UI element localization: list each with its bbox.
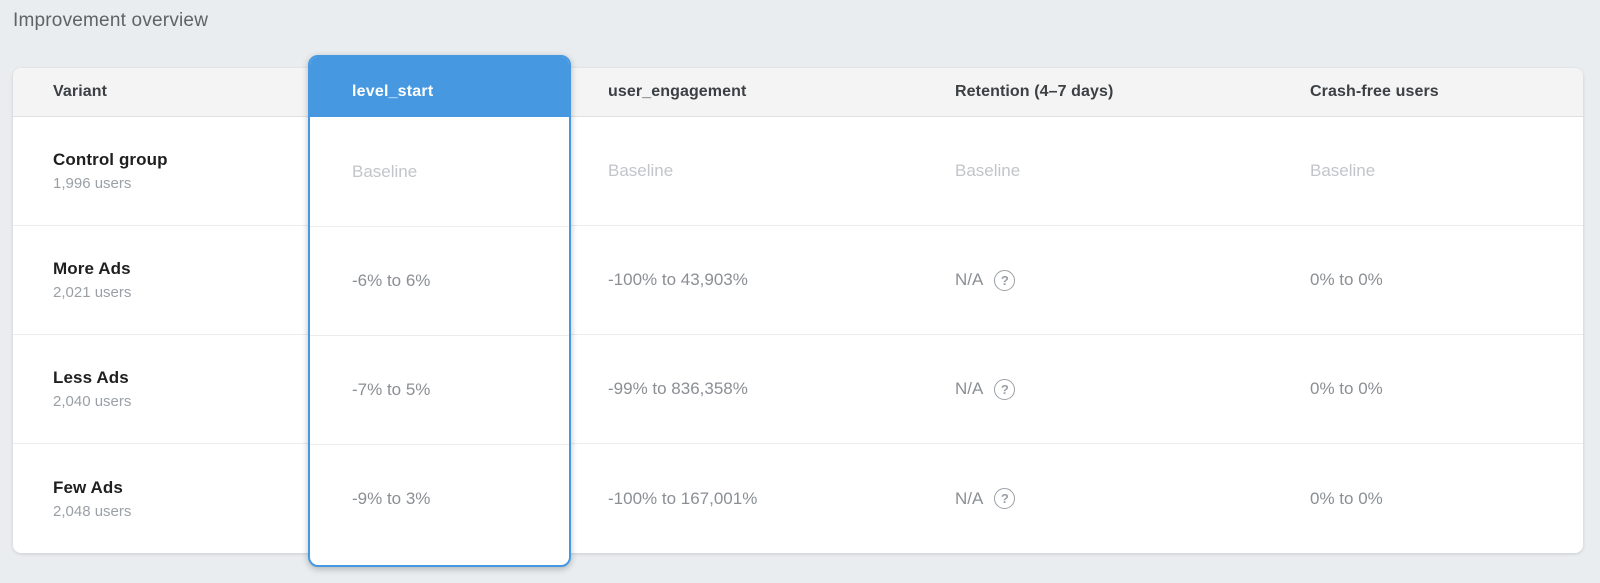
crash-free-cell: 0% to 0% (1310, 488, 1383, 508)
column-header-variant: Variant (53, 83, 108, 100)
variant-name: Few Ads (53, 477, 123, 497)
level-start-cell: Baseline (352, 161, 418, 181)
variant-user-count: 2,040 users (53, 393, 132, 410)
column-header-crash-free[interactable]: Crash-free users (1310, 83, 1439, 100)
variant-user-count: 1,996 users (53, 175, 132, 192)
retention-cell: Baseline (955, 161, 1021, 180)
variant-name: Less Ads (53, 368, 129, 387)
user-engagement-cell: -99% to 836,358% (608, 379, 748, 398)
help-icon[interactable]: ? (994, 378, 1016, 400)
user-engagement-cell: -100% to 167,001% (608, 488, 758, 508)
crash-free-cell: Baseline (1310, 161, 1376, 180)
page-title: Improvement overview (13, 10, 209, 31)
level-start-cell: -6% to 6% (310, 226, 569, 335)
improvement-overview-table: Variant user_engagement Retention (4–7 d… (13, 55, 1583, 567)
retention-cell: N/A ? (915, 444, 1271, 553)
level-start-cell: -7% to 5% (310, 335, 569, 444)
variant-cell: Less Ads 2,040 users (13, 335, 308, 443)
help-icon[interactable]: ? (994, 269, 1016, 291)
table-row-control-group: Control group 1,996 users Baseline Basel… (13, 117, 1583, 226)
table-row-less-ads: Less Ads 2,040 users -99% to 836,358% N/… (13, 335, 1583, 444)
table-header-row: Variant user_engagement Retention (4–7 d… (13, 68, 1583, 117)
user-engagement-cell: -100% to 43,903% (608, 270, 748, 289)
variant-cell: More Ads 2,021 users (13, 226, 308, 334)
crash-free-cell: 0% to 0% (1310, 379, 1383, 398)
retention-cell: N/A ? (915, 226, 1271, 334)
help-icon[interactable]: ? (994, 488, 1016, 509)
crash-free-cell: 0% to 0% (1310, 270, 1383, 289)
level-start-cell: -9% to 3% (310, 444, 569, 553)
column-header-retention[interactable]: Retention (4–7 days) (955, 83, 1114, 100)
variant-cell: Few Ads 2,048 users (13, 444, 308, 553)
retention-value: N/A (955, 379, 984, 398)
table-row-more-ads: More Ads 2,021 users -100% to 43,903% N/… (13, 226, 1583, 335)
retention-value: N/A (955, 488, 984, 508)
user-engagement-cell: Baseline (608, 161, 674, 180)
selected-metric-column: level_start Baseline -6% to 6% -7% to 5%… (308, 55, 571, 567)
column-header-user-engagement[interactable]: user_engagement (608, 83, 747, 100)
retention-value: N/A (955, 270, 984, 289)
column-header-level-start[interactable]: level_start (310, 57, 569, 117)
variant-user-count: 2,021 users (53, 284, 132, 301)
variant-name: More Ads (53, 259, 131, 278)
variant-name: Control group (53, 150, 168, 169)
variant-cell: Control group 1,996 users (13, 117, 308, 225)
variant-user-count: 2,048 users (53, 502, 132, 520)
retention-cell: N/A ? (915, 335, 1271, 443)
table-row-few-ads: Few Ads 2,048 users -100% to 167,001% N/… (13, 444, 1583, 553)
